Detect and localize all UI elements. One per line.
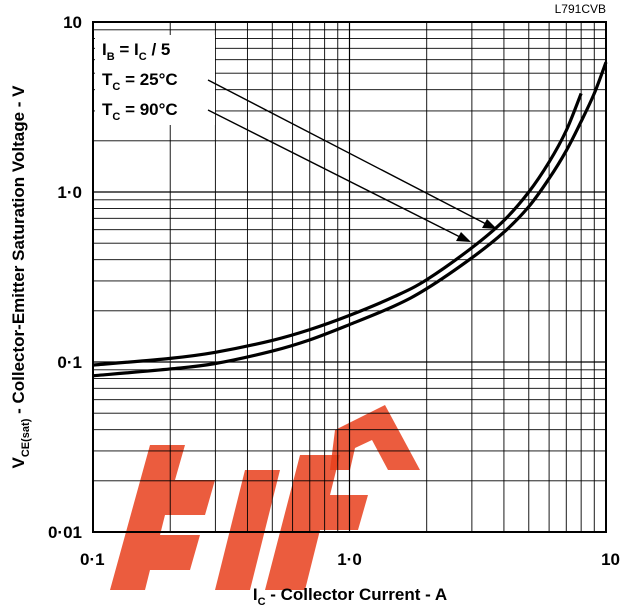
legend-condition-ib: IB = IC / 5 — [102, 40, 170, 63]
legend-box — [95, 35, 215, 125]
y-axis-label: VCE(sat) - Collector-Emitter Saturation … — [9, 85, 32, 469]
series-line-tc-25 — [92, 92, 583, 367]
watermark-logo — [110, 405, 420, 590]
arrowhead-tc90 — [456, 232, 471, 242]
legend-arrows — [207, 79, 497, 242]
y-tick-label: 1·0 — [57, 183, 82, 202]
y-tick-labels: 10 1·0 0·1 0·01 — [48, 13, 82, 542]
y-tick-label: 0·01 — [48, 523, 82, 542]
series-line-tc-90 — [92, 61, 608, 378]
x-tick-label: 0·1 — [80, 550, 105, 569]
grid-lines — [93, 22, 606, 532]
x-axis-label: IC - Collector Current - A — [253, 585, 447, 607]
x-tick-labels: 0·1 1·0 10 — [80, 550, 620, 569]
y-tick-label: 0·1 — [57, 353, 82, 372]
legend-condition-tc25: TC = 25°C — [102, 70, 178, 93]
arrow-tc90 — [207, 109, 463, 239]
x-tick-label: 1·0 — [337, 550, 362, 569]
y-tick-label: 10 — [63, 13, 82, 32]
arrowhead-tc25 — [482, 219, 497, 229]
legend: IB = IC / 5 TC = 25°C TC = 90°C — [95, 35, 215, 125]
curves — [92, 61, 608, 378]
x-tick-label: 10 — [601, 550, 620, 569]
arrow-tc25 — [207, 79, 489, 226]
legend-condition-tc90: TC = 90°C — [102, 100, 178, 123]
plot-frame — [92, 21, 607, 533]
figure-code: L791CVB — [555, 2, 606, 16]
